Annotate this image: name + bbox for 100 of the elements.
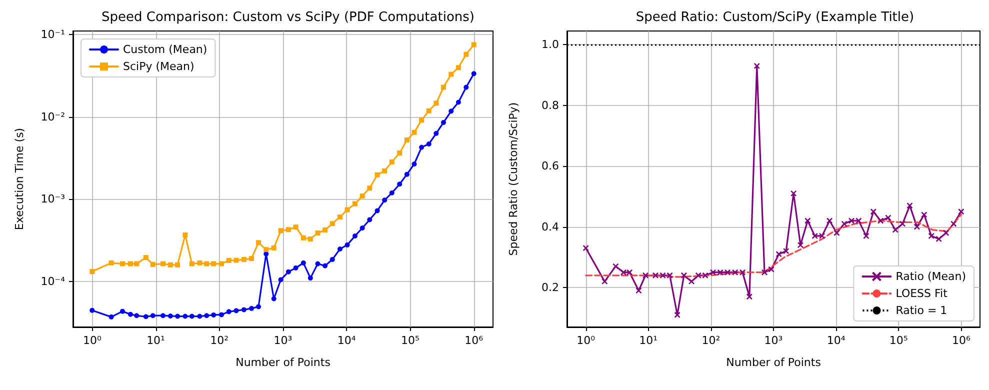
point xyxy=(942,230,950,236)
x-tick-label: 10³ xyxy=(274,334,292,347)
point xyxy=(271,296,276,302)
point xyxy=(877,218,884,224)
point xyxy=(211,261,216,266)
point xyxy=(695,272,702,279)
x-tick-label: 10¹ xyxy=(639,334,658,347)
point xyxy=(928,232,934,240)
point xyxy=(674,312,680,318)
point xyxy=(182,314,188,319)
point xyxy=(768,266,774,272)
point xyxy=(241,256,246,262)
y-tick-label: 0.4 xyxy=(542,220,559,234)
point xyxy=(249,306,254,311)
point xyxy=(892,226,899,233)
point xyxy=(702,272,708,279)
point xyxy=(848,218,855,224)
point xyxy=(688,278,695,285)
x-tick-label: 10⁴ xyxy=(337,334,356,347)
point xyxy=(724,269,731,276)
point xyxy=(404,172,410,177)
legend-label: LOESS Fit xyxy=(896,287,948,300)
x-tick-label: 10⁵ xyxy=(889,334,908,347)
point xyxy=(397,150,402,156)
point xyxy=(330,221,335,226)
point xyxy=(389,159,394,164)
point xyxy=(160,313,166,318)
point xyxy=(241,307,246,312)
point xyxy=(175,314,180,319)
point xyxy=(293,265,298,270)
point xyxy=(412,130,417,135)
point xyxy=(271,245,276,250)
point xyxy=(293,224,298,230)
point xyxy=(397,182,402,187)
point xyxy=(441,120,446,125)
point xyxy=(776,250,782,258)
x-tick-label: 10⁰ xyxy=(576,334,596,347)
point xyxy=(464,52,469,57)
point xyxy=(308,276,313,281)
legend-label: Custom (Mean) xyxy=(123,43,208,56)
point xyxy=(374,208,380,214)
point xyxy=(264,247,269,252)
point xyxy=(950,220,957,227)
point xyxy=(382,198,388,203)
point xyxy=(732,269,738,276)
point xyxy=(826,218,833,224)
point xyxy=(412,161,417,166)
point xyxy=(308,236,313,242)
point xyxy=(746,293,753,300)
point xyxy=(204,313,210,318)
point xyxy=(426,141,432,146)
point xyxy=(790,190,797,197)
legend-label: Ratio = 1 xyxy=(896,304,948,317)
point xyxy=(234,308,239,314)
point xyxy=(315,230,320,236)
y-tick-label: 10⁻¹ xyxy=(40,28,65,41)
point xyxy=(652,272,659,279)
point xyxy=(360,225,365,230)
point xyxy=(812,232,818,240)
point xyxy=(189,261,194,266)
point xyxy=(782,248,790,254)
x-tick-label: 10¹ xyxy=(146,334,165,347)
point xyxy=(226,309,232,314)
point xyxy=(197,260,202,266)
point xyxy=(338,246,342,252)
point xyxy=(322,263,328,268)
point xyxy=(419,144,424,150)
point xyxy=(382,168,388,174)
x-tick-label: 10³ xyxy=(764,334,783,347)
point xyxy=(680,272,688,279)
point xyxy=(352,201,358,206)
point xyxy=(660,272,666,279)
x-tick-label: 10⁴ xyxy=(826,334,846,347)
point xyxy=(344,207,350,212)
point xyxy=(906,202,913,209)
point xyxy=(249,256,254,262)
point xyxy=(464,84,469,90)
point xyxy=(278,277,284,282)
point xyxy=(322,227,328,232)
point xyxy=(448,72,454,77)
point xyxy=(920,212,928,218)
chart-title: Speed Comparison: Custom vs SciPy (PDF Computations) xyxy=(102,10,474,25)
point xyxy=(754,62,760,70)
point xyxy=(818,232,826,240)
point xyxy=(204,261,210,266)
x-tick-label: 10⁵ xyxy=(401,334,420,347)
point xyxy=(856,218,862,224)
chart-title: Speed Ratio: Custom/SciPy (Example Title) xyxy=(636,10,914,25)
point xyxy=(434,130,439,136)
point xyxy=(739,269,746,276)
y-axis-title: Execution Time (s) xyxy=(13,128,26,230)
point xyxy=(367,217,372,222)
point xyxy=(717,269,724,276)
point xyxy=(234,258,239,263)
point xyxy=(797,242,804,248)
point xyxy=(286,227,291,232)
point xyxy=(338,214,342,220)
point xyxy=(300,235,306,240)
y-axis-title: Speed Ratio (Custom/SciPy) xyxy=(507,102,520,256)
point xyxy=(870,208,877,215)
